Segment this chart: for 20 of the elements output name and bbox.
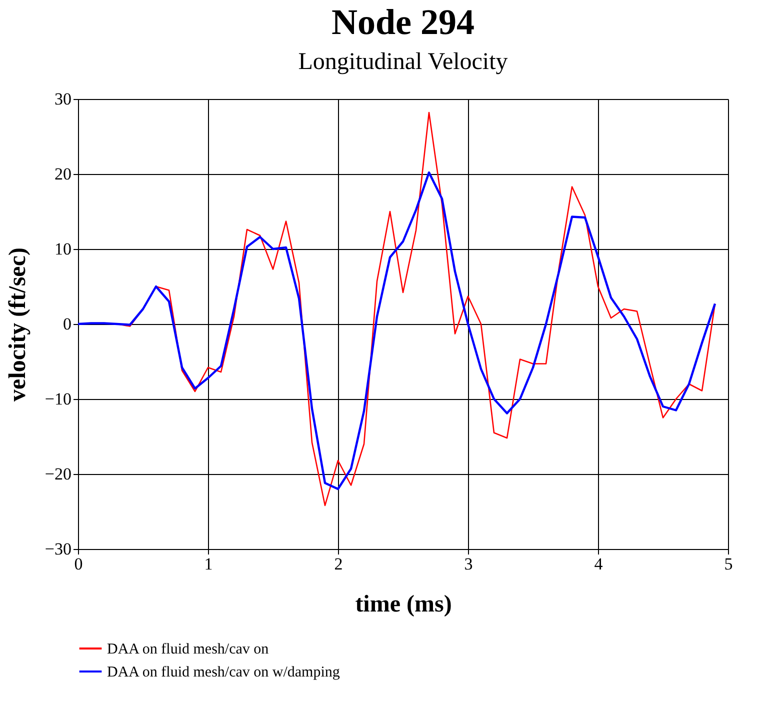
y-axis-title: velocity (ft/sec) (4, 248, 31, 402)
x-tick-label: 3 (464, 554, 473, 574)
x-tick-label: 5 (724, 554, 733, 574)
x-tick-label: 2 (334, 554, 343, 574)
legend-label: DAA on fluid mesh/cav on (107, 642, 270, 658)
chart-title: Node 294 (332, 2, 474, 42)
legend-label: DAA on fluid mesh/cav on w/damping (107, 664, 340, 680)
y-tick-label: −30 (44, 540, 72, 558)
y-tick-label: 0 (63, 314, 72, 334)
x-tick-label: 4 (594, 554, 604, 574)
x-axis-title: time (ms) (355, 592, 452, 618)
y-tick-label: 30 (54, 90, 72, 108)
line-series (76, 171, 716, 490)
x-tick-label: 0 (74, 554, 83, 574)
y-tick-label: 10 (54, 240, 72, 258)
y-tick-label: 20 (54, 164, 72, 184)
chart-subtitle: Longitudinal Velocity (298, 49, 508, 75)
y-tick-label: −10 (44, 390, 72, 408)
x-tick-label: 1 (204, 554, 213, 574)
y-tick-label: −20 (44, 464, 72, 484)
